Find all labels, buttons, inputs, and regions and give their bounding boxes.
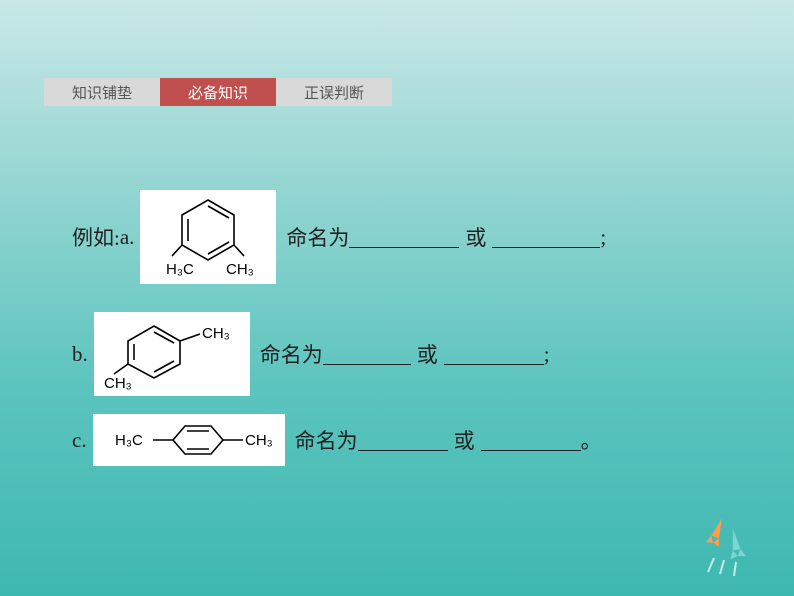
svg-text:CH₃: CH₃: [226, 261, 254, 278]
example-row-c: c. H₃C CH₃ 命名为 或 。: [72, 414, 712, 466]
tab-essential-knowledge[interactable]: 必备知识: [160, 78, 276, 106]
blank-c2: [481, 429, 581, 451]
named-text-b: 命名为: [260, 339, 323, 369]
marker-c: c.: [72, 428, 87, 453]
content-area: 例如: a. H₃C CH₃ 命名为 或 ; b.: [72, 190, 712, 490]
blank-b2: [444, 343, 544, 365]
blank-b1: [323, 343, 411, 365]
example-row-b: b. CH₃ CH₃ 命名为 或 ;: [72, 312, 712, 396]
structure-b: CH₃ CH₃: [94, 312, 250, 396]
tab-true-false[interactable]: 正误判断: [276, 78, 392, 106]
named-text-c: 命名为: [295, 425, 358, 455]
ortho-xylene-icon: H₃C CH₃: [148, 194, 268, 280]
or-text-a: 或: [465, 222, 486, 252]
end-a: ;: [600, 225, 606, 250]
named-text-a: 命名为: [286, 222, 349, 252]
meta-xylene-icon: CH₃ CH₃: [102, 316, 242, 392]
or-text-c: 或: [454, 425, 475, 455]
or-text-b: 或: [417, 339, 438, 369]
marker-b: b.: [72, 342, 88, 367]
svg-text:CH₃: CH₃: [202, 325, 230, 342]
svg-text:CH₃: CH₃: [104, 375, 132, 392]
structure-a: H₃C CH₃: [140, 190, 276, 284]
end-b: ;: [544, 342, 550, 367]
rocket-icon: [694, 496, 754, 576]
tab-knowledge-foundation[interactable]: 知识铺垫: [44, 78, 160, 106]
structure-c: H₃C CH₃: [93, 414, 285, 466]
marker-a: a.: [120, 225, 135, 250]
blank-c1: [358, 429, 448, 451]
blank-a2: [492, 226, 600, 248]
tab-bar: 知识铺垫 必备知识 正误判断: [44, 78, 392, 106]
svg-text:CH₃: CH₃: [245, 432, 273, 449]
para-xylene-icon: H₃C CH₃: [101, 418, 277, 462]
end-c: 。: [581, 425, 602, 455]
svg-text:H₃C: H₃C: [115, 432, 143, 449]
svg-text:H₃C: H₃C: [166, 261, 194, 278]
prefix-text: 例如:: [72, 222, 120, 252]
blank-a1: [349, 226, 459, 248]
example-row-a: 例如: a. H₃C CH₃ 命名为 或 ;: [72, 190, 712, 284]
